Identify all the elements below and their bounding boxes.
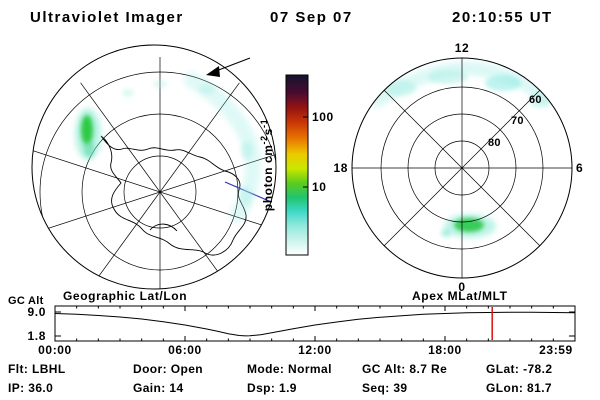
ytick-label-1-8: 1.8	[28, 329, 46, 343]
colorbar-panel: 100 10 photon cm-2s-1	[259, 74, 334, 256]
mlt-label-0: 0	[458, 280, 465, 294]
emission-blob	[153, 80, 167, 88]
mlt-label-12: 12	[455, 41, 470, 55]
emission-blob	[441, 229, 451, 237]
emission-blob	[199, 84, 215, 94]
emission-blob	[241, 141, 253, 159]
gc-alt-ylabel: GC Alt	[8, 295, 44, 307]
colorbar-gradient	[285, 74, 309, 256]
xtick-label-0000: 00:00	[38, 343, 72, 357]
status-flt: Flt: LBHL	[8, 362, 66, 376]
unit-exp-1: -2	[259, 135, 269, 144]
antarctica-coastline	[100, 135, 247, 256]
mlt-plot-panel: 12 18 6 0 60 70 80	[333, 41, 583, 294]
emission-blob	[384, 80, 416, 96]
status-ip: IP: 36.0	[8, 381, 53, 395]
mlt-plot-boundary	[351, 57, 573, 279]
ytick-label-9: 9.0	[28, 305, 46, 319]
mlt-label-6: 6	[576, 161, 583, 175]
hour-ticks	[54, 306, 576, 341]
mlt-graticule	[352, 58, 572, 278]
ross-sea-coastline	[149, 223, 178, 232]
unit-mid: s	[261, 128, 275, 135]
colorbar-unit-label: photon cm-2s-1	[259, 119, 275, 211]
mlt-auroral-emissions	[371, 60, 554, 238]
emission-blob	[84, 141, 94, 157]
status-bar: Flt: LBHL Door: Open Mode: Normal GC Alt…	[8, 362, 552, 395]
emission-blob	[122, 89, 134, 97]
status-dsp: Dsp: 1.9	[247, 381, 297, 395]
status-door: Door: Open	[133, 362, 203, 376]
xtick-label-1800: 18:00	[428, 343, 462, 357]
gc-alt-chart: GC Alt 9.0 1.8 00:00 06:00 12:00 18:00 2…	[8, 295, 576, 357]
geo-auroral-emissions	[75, 72, 261, 222]
xtick-label-0600: 06:00	[168, 343, 202, 357]
mlat-label-60: 60	[529, 94, 542, 106]
emission-blob	[81, 115, 93, 145]
geo-plot-panel	[31, 44, 277, 290]
colorbar-tick-label-100: 100	[312, 110, 334, 124]
sun-direction-arrow	[206, 57, 251, 77]
status-glat: GLat: -78.2	[486, 362, 552, 376]
strip-chart-frame	[54, 305, 576, 342]
status-seq: Seq: 39	[362, 381, 408, 395]
unit-exp-2: -1	[259, 119, 269, 128]
mlat-label-80: 80	[488, 137, 501, 149]
date-label: 07 Sep 07	[270, 9, 353, 26]
mlt-caption: Apex MLat/MLT	[412, 289, 508, 303]
app-title: Ultraviolet Imager	[30, 9, 184, 26]
emission-blob	[485, 75, 521, 91]
emission-blob	[428, 70, 468, 84]
status-glon: GLon: 81.7	[486, 381, 552, 395]
gc-alt-curve	[54, 311, 575, 337]
status-mode: Mode: Normal	[247, 362, 332, 376]
xtick-label-1200: 12:00	[298, 343, 332, 357]
colorbar-tick-label-10: 10	[312, 180, 327, 194]
status-gain: Gain: 14	[133, 381, 184, 395]
time-label: 20:10:55 UT	[452, 9, 553, 26]
geo-caption: Geographic Lat/Lon	[63, 289, 187, 303]
geo-plot-boundary	[31, 44, 277, 290]
status-gcalt: GC Alt: 8.7 Re	[362, 362, 447, 376]
unit-prefix: photon cm	[261, 144, 275, 211]
mlat-label-70: 70	[511, 115, 524, 127]
emission-blob	[454, 218, 484, 232]
emission-blob	[240, 186, 252, 206]
xtick-label-2359: 23:59	[539, 343, 573, 357]
mlt-label-18: 18	[333, 161, 348, 175]
